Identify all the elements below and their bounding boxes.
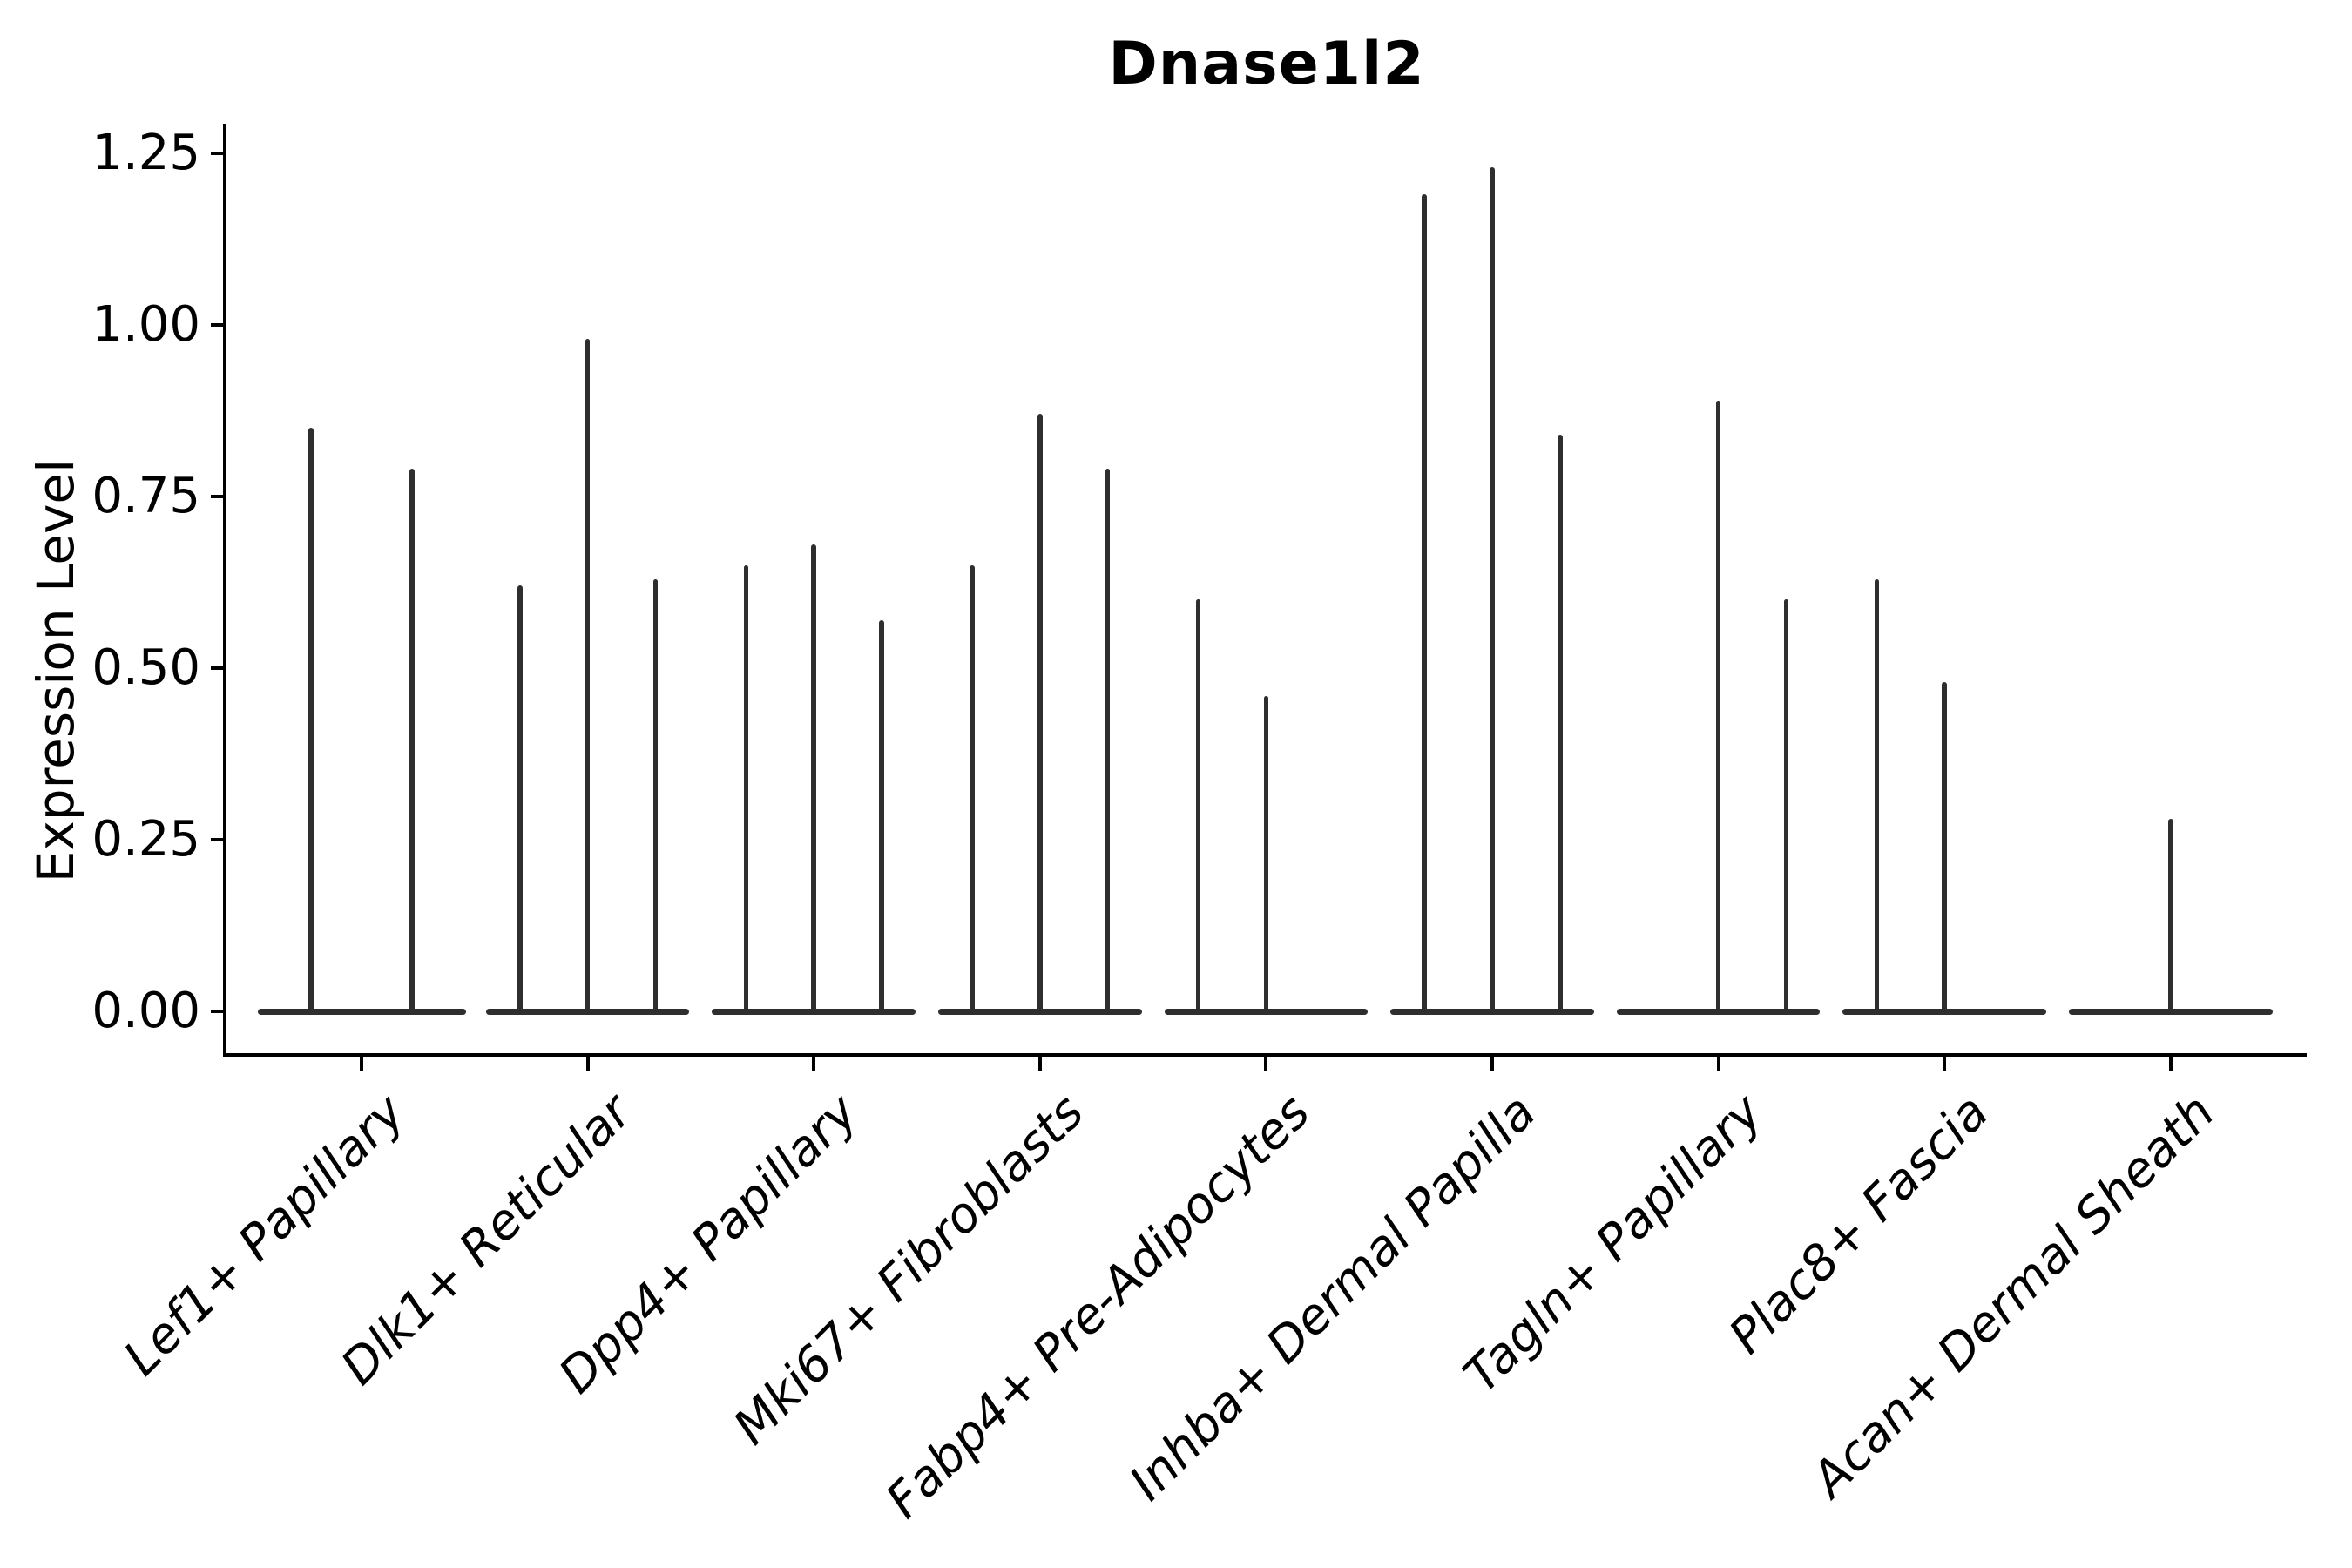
violin-spike [1874, 578, 1880, 1011]
violin-spike [1422, 194, 1427, 1011]
violin-spike [585, 338, 591, 1011]
violin-spike [409, 469, 415, 1011]
y-tick-label: 1.25 [91, 125, 200, 181]
x-tick-mark [2168, 1057, 2173, 1071]
violin-baseline [1390, 1008, 1594, 1015]
violin-baseline [938, 1008, 1142, 1015]
violin-spike [517, 585, 523, 1011]
violin-spike [743, 564, 749, 1011]
y-tick-mark [211, 1010, 226, 1013]
violin-spike [1195, 599, 1201, 1011]
y-tick-label: 0.50 [91, 639, 200, 696]
violin-spike [1783, 599, 1789, 1011]
y-tick-label: 1.00 [91, 296, 200, 353]
violin-spike [1942, 681, 1947, 1011]
violin-spike [1105, 469, 1111, 1011]
x-tick-label: Inhba+ Dermal Papilla [1119, 1084, 1548, 1512]
violin-spike [1490, 166, 1495, 1011]
x-tick-label: Acan+ Dermal Sheath [1801, 1084, 2226, 1509]
x-tick-mark [812, 1057, 816, 1071]
violin-baseline [485, 1008, 690, 1015]
violin-spike [811, 544, 816, 1011]
violin-baseline [257, 1008, 466, 1015]
y-tick-label: 0.25 [91, 811, 200, 868]
violin-spike [1715, 400, 1721, 1011]
violin-baseline [1842, 1008, 2046, 1015]
violin-spike [879, 619, 884, 1011]
violin-baseline [712, 1008, 916, 1015]
violin-spike [2168, 819, 2173, 1011]
violin-baseline [1616, 1008, 1821, 1015]
violin-spike [970, 564, 975, 1011]
left-axis-spine [223, 124, 226, 1057]
x-tick-mark [360, 1057, 363, 1071]
violin-spike [1037, 414, 1043, 1011]
y-tick-mark [211, 323, 226, 327]
x-tick-mark [1490, 1057, 1494, 1071]
violin-spike [308, 428, 314, 1011]
x-tick-mark [1264, 1057, 1268, 1071]
y-tick-mark [211, 838, 226, 841]
violin-spike [652, 578, 659, 1011]
violin-baseline [2069, 1008, 2273, 1015]
x-tick-label: Fabp4+ Pre-Adipocytes [875, 1084, 1321, 1530]
y-tick-label: 0.00 [91, 983, 200, 1039]
violin-spike [1263, 695, 1269, 1011]
y-tick-mark [211, 666, 226, 670]
x-tick-mark [1943, 1057, 1947, 1071]
violin-spike [1558, 435, 1563, 1011]
x-tick-mark [1037, 1057, 1042, 1071]
bottom-axis-spine [223, 1053, 2307, 1057]
x-tick-mark [1716, 1057, 1720, 1071]
y-tick-mark [211, 152, 226, 155]
x-tick-mark [585, 1057, 590, 1071]
violin-baseline [1164, 1008, 1369, 1015]
y-tick-label: 0.75 [91, 468, 200, 524]
y-tick-mark [211, 495, 226, 498]
chart-title: Dnase1l2 [1108, 30, 1425, 98]
